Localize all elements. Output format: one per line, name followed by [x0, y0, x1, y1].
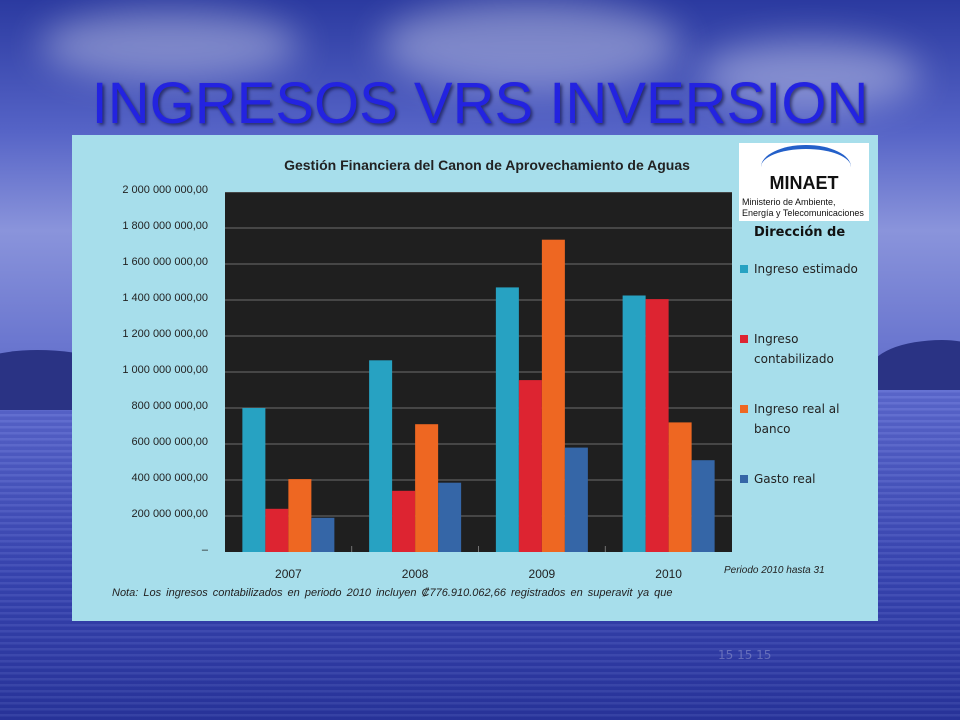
y-tick-label: 600 000 000,00: [131, 436, 208, 448]
bar-ingreso-contabilizado-2007: [265, 508, 289, 552]
bar-ingreso-contabilizado-2009: [518, 380, 542, 552]
bar-ingreso-estimado-2010: [622, 295, 646, 552]
y-tick-label: 1 400 000 000,00: [122, 292, 208, 304]
x-tick-label: 2010: [655, 567, 682, 581]
y-tick-label: 1 000 000 000,00: [122, 364, 208, 376]
bar-ingreso-real-banco-2008: [415, 424, 439, 552]
cloud: [700, 40, 920, 110]
bar-gasto-real-2008: [438, 482, 462, 552]
y-tick-label: 1 800 000 000,00: [122, 220, 208, 232]
legend-swatch: [740, 265, 748, 273]
legend-label: Ingreso contabilizado: [754, 332, 834, 366]
x-tick-label: 2009: [528, 567, 556, 581]
logo-arc-icon: [761, 145, 851, 189]
cloud: [380, 0, 680, 90]
bar-ingreso-real-banco-2007: [288, 479, 312, 552]
y-tick-label: 2 000 000 000,00: [122, 184, 208, 196]
y-tick-label: 1 200 000 000,00: [122, 328, 208, 340]
bar-gasto-real-2007: [311, 517, 335, 552]
y-tick-label: 200 000 000,00: [131, 508, 208, 520]
legend-label: Ingreso real al banco: [754, 402, 840, 436]
bar-ingreso-estimado-2007: [242, 408, 266, 552]
cloud: [40, 10, 300, 80]
bar-ingreso-estimado-2008: [369, 360, 393, 552]
hill: [870, 340, 960, 390]
logo-subtitle-line: Energía y Telecomunicaciones: [742, 208, 864, 218]
footnote: Nota: Los ingresos contabilizados en per…: [112, 587, 673, 599]
legend-label: Ingreso estimado: [754, 262, 858, 276]
direccion-label: Dirección de: [754, 225, 846, 240]
x-tick-label: 2008: [401, 567, 429, 581]
bar-ingreso-estimado-2009: [495, 287, 519, 552]
y-tick-label: 1 600 000 000,00: [122, 256, 208, 268]
plot-area: [225, 191, 732, 552]
legend-swatch: [740, 405, 748, 413]
chart-panel: Gestión Financiera del Canon de Aprovech…: [72, 135, 878, 621]
chart-title: Gestión Financiera del Canon de Aprovech…: [284, 157, 690, 173]
legend-swatch: [740, 335, 748, 343]
y-tick-label: 400 000 000,00: [131, 472, 208, 484]
minaet-logo: MINAET Ministerio de Ambiente, Energía y…: [739, 143, 869, 221]
legend-label: Gasto real: [754, 472, 816, 486]
bar-ingreso-contabilizado-2008: [392, 490, 416, 552]
periodo-note: Periodo 2010 hasta 31: [724, 565, 825, 576]
y-tick-label: –: [201, 544, 208, 556]
bar-ingreso-real-banco-2009: [541, 239, 565, 552]
bar-ingreso-real-banco-2010: [668, 422, 692, 552]
logo-subtitle-line: Ministerio de Ambiente,: [742, 197, 836, 207]
faint-text: 15 15 15: [718, 648, 772, 662]
bar-gasto-real-2010: [691, 460, 715, 552]
legend-swatch: [740, 475, 748, 483]
logo-subtitle: Ministerio de Ambiente, Energía y Teleco…: [742, 197, 867, 219]
x-tick-label: 2007: [275, 567, 302, 581]
bar-chart: [225, 191, 732, 552]
logo-name: MINAET: [769, 173, 839, 193]
y-tick-label: 800 000 000,00: [131, 400, 208, 412]
slide-title: INGRESOS VRS INVERSION: [91, 71, 869, 136]
bar-ingreso-contabilizado-2010: [645, 299, 669, 552]
bar-gasto-real-2009: [564, 447, 588, 552]
